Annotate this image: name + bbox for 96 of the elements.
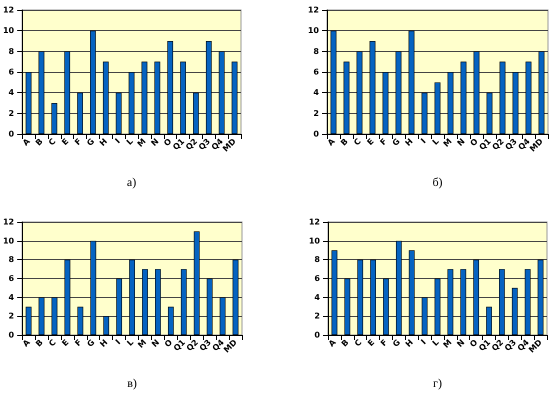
- y-tick-label: 12: [2, 218, 14, 226]
- x-tick-label: N: [150, 338, 162, 349]
- y-tick-label: 10: [308, 236, 320, 246]
- x-tick-label: Q1: [172, 338, 187, 353]
- x-tick-label: G: [391, 338, 402, 349]
- x-tick-label: MD: [527, 338, 544, 354]
- y-tick-label: 8: [313, 46, 320, 56]
- x-tick-label: F: [378, 136, 389, 148]
- x-tick-label: Q1: [478, 136, 493, 152]
- x-tick-label: O: [162, 136, 174, 148]
- x-tick-label: Q2: [490, 338, 506, 353]
- y-tick-label: 2: [8, 108, 14, 118]
- y-tick-label: 8: [8, 255, 15, 264]
- x-tick-label: O: [162, 338, 174, 349]
- x-tick-label: Q2: [184, 136, 200, 152]
- x-tick-label: G: [85, 136, 96, 148]
- x-tick-label: G: [390, 136, 402, 148]
- x-tick-label: C: [46, 136, 58, 148]
- y-tick-label: 6: [314, 274, 320, 283]
- x-tick-label: Q2: [184, 338, 200, 353]
- y-tick-label: 6: [8, 274, 15, 283]
- x-tick-label: M: [442, 136, 454, 149]
- y-tick-label: 12: [2, 6, 14, 14]
- x-tick-label: B: [339, 136, 350, 148]
- x-tick-label: F: [73, 136, 84, 148]
- x-tick-label: F: [378, 338, 390, 348]
- x-tick-label: O: [468, 136, 480, 148]
- x-tick-label: C: [352, 338, 364, 348]
- x-tick-label: B: [34, 338, 45, 348]
- y-tick-label: 0: [8, 330, 15, 340]
- x-tick-label: M: [136, 338, 148, 350]
- x-tick-label: I: [114, 338, 122, 346]
- x-tick-label: L: [125, 338, 136, 348]
- x-tick-label: MD: [528, 136, 545, 154]
- x-tick-label: C: [47, 338, 58, 348]
- x-axis-title: б): [432, 175, 443, 189]
- x-tick-label: E: [365, 136, 376, 148]
- y-tick-label: 6: [313, 68, 320, 76]
- x-tick-label: A: [326, 136, 338, 148]
- y-tick-label: 2: [8, 312, 14, 321]
- y-tick-label: 0: [313, 130, 320, 138]
- x-tick-label: F: [73, 338, 84, 348]
- y-tick-label: 2: [313, 108, 319, 118]
- x-tick-label: H: [404, 136, 415, 148]
- y-tick-label: 0: [8, 130, 15, 138]
- x-tick-label: E: [366, 338, 376, 348]
- x-axis-title: а): [126, 175, 136, 189]
- x-tick-label: Q1: [477, 338, 492, 353]
- x-tick-label: L: [430, 136, 441, 147]
- x-axis-title: г): [433, 376, 442, 390]
- x-tick-label: L: [430, 338, 441, 348]
- x-tick-label: B: [340, 338, 351, 348]
- x-tick-label: H: [404, 338, 415, 349]
- y-tick-label: 4: [8, 88, 15, 98]
- y-tick-label: 4: [313, 88, 320, 98]
- x-tick-label: MD: [221, 136, 238, 154]
- x-tick-label: L: [124, 136, 135, 147]
- y-tick-label: 8: [314, 255, 320, 264]
- x-tick-label: Q3: [502, 338, 518, 353]
- x-tick-label: I: [419, 338, 428, 346]
- x-tick-label: Q3: [196, 136, 212, 152]
- x-tick-label: H: [98, 136, 109, 148]
- y-tick-label: 12: [308, 218, 320, 226]
- x-tick-label: H: [98, 338, 110, 349]
- x-tick-label: E: [60, 136, 70, 148]
- y-tick-label: 0: [314, 330, 320, 340]
- x-tick-label: B: [34, 136, 45, 148]
- x-tick-label: A: [326, 337, 338, 349]
- y-tick-label: 10: [308, 26, 320, 36]
- y-tick-label: 4: [8, 292, 15, 302]
- y-tick-label: 10: [2, 236, 15, 246]
- x-tick-label: G: [85, 338, 96, 349]
- x-axis-title: в): [127, 376, 137, 390]
- x-tick-label: M: [442, 338, 454, 350]
- x-tick-label: A: [21, 337, 32, 349]
- x-tick-label: I: [419, 136, 428, 146]
- y-tick-label: 10: [2, 26, 15, 36]
- x-tick-label: N: [456, 136, 467, 148]
- x-tick-label: MD: [222, 338, 239, 354]
- x-tick-label: I: [113, 136, 122, 146]
- x-tick-label: Q3: [504, 136, 519, 152]
- y-tick-label: 4: [314, 292, 320, 302]
- y-tick-label: 6: [8, 68, 15, 76]
- x-tick-label: O: [468, 338, 480, 349]
- x-tick-label: Q3: [198, 338, 213, 353]
- y-tick-label: 12: [308, 6, 319, 14]
- x-tick-label: A: [21, 136, 32, 148]
- x-tick-label: Q1: [171, 136, 186, 152]
- x-tick-label: Q2: [490, 136, 506, 152]
- x-tick-label: N: [149, 136, 160, 148]
- x-tick-label: M: [136, 136, 148, 149]
- x-tick-label: C: [352, 136, 363, 148]
- y-tick-label: 2: [314, 312, 320, 321]
- x-tick-label: E: [60, 338, 71, 348]
- y-tick-label: 8: [8, 46, 15, 56]
- x-tick-label: N: [455, 338, 466, 349]
